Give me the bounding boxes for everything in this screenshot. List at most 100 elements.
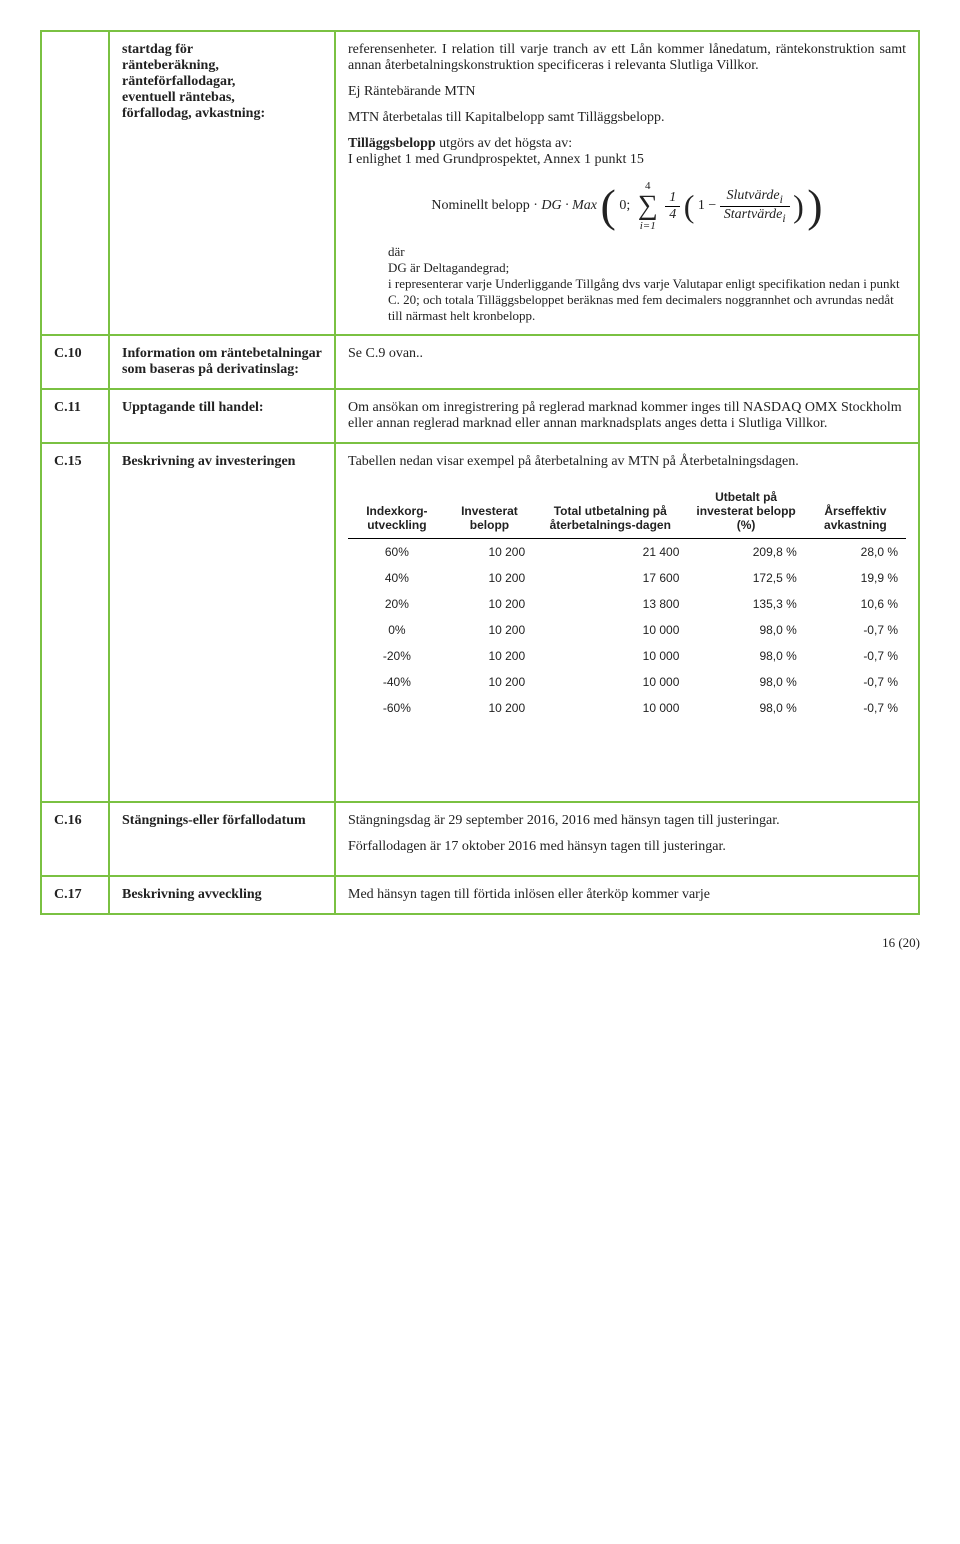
table-cell: 10 000 bbox=[533, 643, 687, 669]
repay-h4: Årseffektiv avkastning bbox=[805, 484, 906, 539]
table-cell: 19,9 % bbox=[805, 565, 906, 591]
r0-l5: förfallodag, avkastning: bbox=[122, 106, 265, 121]
table-row: 40%10 20017 600172,5 %19,9 % bbox=[348, 565, 906, 591]
table-cell: 98,0 % bbox=[687, 617, 804, 643]
frac2-den: Startvärdei bbox=[720, 207, 790, 225]
lp2: ( bbox=[684, 190, 695, 222]
sub-i-2: i bbox=[782, 211, 785, 224]
table-cell: 10,6 % bbox=[805, 591, 906, 617]
dar: där bbox=[388, 244, 405, 259]
summary-table: startdag för ränteberäkning, ränteförfal… bbox=[40, 30, 920, 915]
row-start: startdag för ränteberäkning, ränteförfal… bbox=[41, 31, 919, 335]
sum-symbol: 4 ∑ i=1 bbox=[638, 180, 658, 232]
table-row: -40%10 20010 00098,0 %-0,7 % bbox=[348, 669, 906, 695]
table-row: -20%10 20010 00098,0 %-0,7 % bbox=[348, 643, 906, 669]
c15-text: Tabellen nedan visar exempel på återbeta… bbox=[348, 454, 799, 469]
r0-p2: Ej Räntebärande MTN bbox=[348, 84, 906, 100]
repay-h0: Indexkorg-utveckling bbox=[348, 484, 446, 539]
c10-text: Se C.9 ovan.. bbox=[335, 335, 919, 389]
page-number: 16 (20) bbox=[40, 935, 920, 951]
frac2: Slutvärdei Startvärdei bbox=[720, 188, 790, 225]
c10-num: C.10 bbox=[41, 335, 109, 389]
repay-header-row: Indexkorg-utveckling Investerat belopp T… bbox=[348, 484, 906, 539]
table-cell: 21 400 bbox=[533, 539, 687, 566]
sub-i-1: i bbox=[780, 193, 783, 206]
table-cell: 98,0 % bbox=[687, 669, 804, 695]
table-row: -60%10 20010 00098,0 %-0,7 % bbox=[348, 695, 906, 721]
formula-explain: där DG är Deltagandegrad; i representera… bbox=[348, 244, 906, 324]
row-c17: C.17 Beskrivning avveckling Med hänsyn t… bbox=[41, 876, 919, 914]
table-cell: 10 200 bbox=[446, 565, 533, 591]
slut: Slutvärde bbox=[727, 188, 780, 203]
row-c10: C.10 Information om räntebetalningar som… bbox=[41, 335, 919, 389]
c10-label: Information om räntebetalningar som base… bbox=[109, 335, 335, 389]
one-minus: 1 − bbox=[698, 198, 716, 213]
r0-p4b: utgörs av det högsta av: bbox=[436, 136, 572, 151]
formula-dg: DG · Max bbox=[541, 198, 597, 213]
repay-h1: Investerat belopp bbox=[446, 484, 533, 539]
row0-label: startdag för ränteberäkning, ränteförfal… bbox=[109, 31, 335, 335]
c17-label: Beskrivning avveckling bbox=[109, 876, 335, 914]
table-cell: 172,5 % bbox=[687, 565, 804, 591]
table-cell: 10 200 bbox=[446, 539, 533, 566]
repayment-table: Indexkorg-utveckling Investerat belopp T… bbox=[348, 484, 906, 721]
row-c15: C.15 Beskrivning av investeringen Tabell… bbox=[41, 443, 919, 802]
c15-label: Beskrivning av investeringen bbox=[109, 443, 335, 802]
table-cell: 10 200 bbox=[446, 617, 533, 643]
table-cell: 10 000 bbox=[533, 695, 687, 721]
table-cell: 10 200 bbox=[446, 591, 533, 617]
c15-num: C.15 bbox=[41, 443, 109, 802]
rep-line: i representerar varje Underliggande Till… bbox=[388, 276, 900, 323]
r0-p4a: Tilläggsbelopp bbox=[348, 136, 436, 151]
table-cell: 135,3 % bbox=[687, 591, 804, 617]
table-cell: 98,0 % bbox=[687, 643, 804, 669]
dg-line: DG är Deltagandegrad; bbox=[388, 260, 509, 275]
r0-p4: Tilläggsbelopp utgörs av det högsta av: … bbox=[348, 136, 906, 168]
c11-text: Om ansökan om inregistrering på reglerad… bbox=[335, 389, 919, 443]
rp1: ) bbox=[807, 183, 822, 229]
c11-num: C.11 bbox=[41, 389, 109, 443]
c11-label: Upptagande till handel: bbox=[109, 389, 335, 443]
table-cell: 60% bbox=[348, 539, 446, 566]
c16-content: Stängningsdag är 29 september 2016, 2016… bbox=[335, 802, 919, 876]
c17-text: Med hänsyn tagen till förtida inlösen el… bbox=[335, 876, 919, 914]
start: Startvärde bbox=[724, 207, 783, 222]
r0-p3: MTN återbetalas till Kapitalbelopp samt … bbox=[348, 110, 906, 126]
row-num-empty bbox=[41, 31, 109, 335]
table-cell: 10 000 bbox=[533, 617, 687, 643]
table-cell: 28,0 % bbox=[805, 539, 906, 566]
formula-zero: 0; bbox=[619, 198, 630, 213]
repay-h3: Utbetalt på investerat belopp (%) bbox=[687, 484, 804, 539]
table-cell: 13 800 bbox=[533, 591, 687, 617]
frac2-num: Slutvärdei bbox=[720, 188, 790, 207]
c15-content: Tabellen nedan visar exempel på återbeta… bbox=[335, 443, 919, 802]
rp2: ) bbox=[793, 190, 804, 222]
table-row: 60%10 20021 400209,8 %28,0 % bbox=[348, 539, 906, 566]
table-cell: -0,7 % bbox=[805, 617, 906, 643]
repay-h2: Total utbetalning på återbetalnings-dage… bbox=[533, 484, 687, 539]
table-cell: -60% bbox=[348, 695, 446, 721]
table-cell: 10 000 bbox=[533, 669, 687, 695]
table-cell: -0,7 % bbox=[805, 695, 906, 721]
r0-l3: ränteförfallodagar, bbox=[122, 74, 235, 89]
table-cell: 10 200 bbox=[446, 695, 533, 721]
c16-t2: Förfallodagen är 17 oktober 2016 med hän… bbox=[348, 839, 906, 855]
c16-label: Stängnings-eller förfallodatum bbox=[109, 802, 335, 876]
frac1-num: 1 bbox=[665, 190, 680, 207]
sigma-icon: ∑ bbox=[638, 192, 658, 220]
repay-tbody: 60%10 20021 400209,8 %28,0 %40%10 20017 … bbox=[348, 539, 906, 722]
c16-t1: Stängningsdag är 29 september 2016, 2016… bbox=[348, 813, 906, 829]
formula-prefix: Nominellt belopp · bbox=[431, 198, 538, 213]
row-c11: C.11 Upptagande till handel: Om ansökan … bbox=[41, 389, 919, 443]
table-cell: 98,0 % bbox=[687, 695, 804, 721]
table-cell: 40% bbox=[348, 565, 446, 591]
r0-p4c: I enlighet 1 med Grundprospektet, Annex … bbox=[348, 152, 644, 167]
lp1: ( bbox=[601, 183, 616, 229]
table-cell: -40% bbox=[348, 669, 446, 695]
table-row: 20%10 20013 800135,3 %10,6 % bbox=[348, 591, 906, 617]
frac1-den: 4 bbox=[665, 207, 680, 223]
table-cell: 17 600 bbox=[533, 565, 687, 591]
r0-l1: startdag för bbox=[122, 42, 193, 57]
formula: Nominellt belopp · DG · Max ( 0; 4 ∑ i=1… bbox=[348, 180, 906, 232]
sum-bot: i=1 bbox=[638, 220, 658, 232]
